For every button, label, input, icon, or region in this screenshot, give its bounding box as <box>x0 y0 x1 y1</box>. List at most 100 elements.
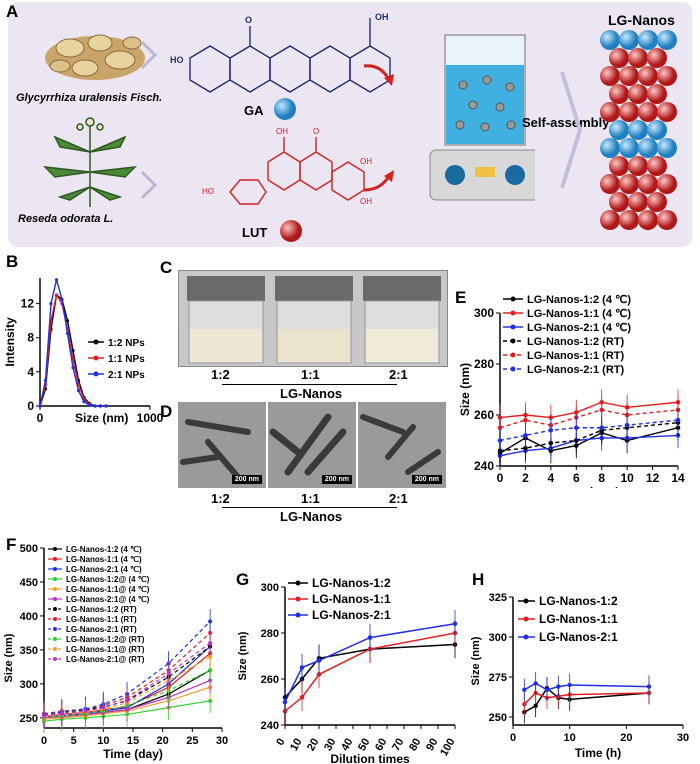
x-tick-label: 0 <box>510 732 516 744</box>
legend-marker <box>295 580 301 586</box>
data-point <box>675 417 681 423</box>
series-line <box>523 682 650 691</box>
lut-particle <box>647 156 667 176</box>
legend-marker <box>53 547 57 551</box>
x-tick-label: 5 <box>71 735 77 747</box>
lut-particle <box>619 174 639 194</box>
x-tick-label: 1000 <box>137 411 164 425</box>
data-point <box>83 709 88 714</box>
data-point <box>54 278 59 282</box>
d-group-line <box>222 507 397 508</box>
data-point <box>497 438 503 443</box>
data-point <box>208 668 213 673</box>
tem-image-1: 200 nm <box>178 402 266 488</box>
legend-marker <box>510 324 516 330</box>
x-tick-label: 30 <box>677 732 689 744</box>
x-tick-label: 20 <box>620 732 632 744</box>
x-tick-label: 20 <box>305 737 322 754</box>
y-tick-label: 0 <box>27 399 34 413</box>
data-point <box>567 682 572 688</box>
scale-bar: 200 nm <box>321 475 352 484</box>
data-point <box>76 389 81 393</box>
legend-marker <box>510 310 516 316</box>
data-point <box>556 684 561 689</box>
x-tick-label: 10 <box>97 735 109 747</box>
x-axis-label: Size (nm) <box>75 411 128 425</box>
lut-particle <box>657 174 677 194</box>
chevron-right-icon <box>140 40 158 70</box>
legend-label: LG-Nanos-1:2@ (4 ℃) <box>66 575 150 584</box>
vial-photo <box>178 270 448 367</box>
legend-marker <box>510 338 516 344</box>
legend-label: LG-Nanos-1:1 (4 ℃) <box>527 308 631 320</box>
tem-image-3: 200 nm <box>358 402 446 488</box>
legend-marker <box>510 366 516 372</box>
chart-f-longterm: 0 5 10 15 20 25 30 250 300 350 400 450 500 Size (nm) T… <box>3 543 228 761</box>
lut-particle <box>600 210 620 230</box>
legend-label: LG-Nanos-2:1 (4 ℃) <box>527 322 631 334</box>
legend-label: LG-Nanos-1:1 (RT) <box>66 615 137 624</box>
data-point <box>523 417 528 423</box>
data-point <box>49 302 53 306</box>
lut-chemical-structure: OH O OH OH HO <box>202 127 372 206</box>
svg-text:O: O <box>245 15 252 25</box>
data-point <box>82 400 86 404</box>
svg-text:OH: OH <box>276 127 288 136</box>
legend-label: LG-Nanos-1:2 (4 ℃) <box>527 294 631 306</box>
x-axis-label: Time（day） <box>550 486 629 488</box>
y-tick-label: 300 <box>489 632 507 644</box>
chart-e-stability: 0 2 4 6 8 10 12 14 240 260 280 300 Size (nm) Time（day… <box>458 294 685 488</box>
x-tick-label: 0 <box>41 735 47 747</box>
x-tick-label: 0 <box>37 411 44 425</box>
lut-particle <box>600 102 620 122</box>
lut-particle <box>638 174 658 194</box>
panel-label-h: H <box>472 570 485 589</box>
lut-particle <box>647 48 667 68</box>
data-point <box>452 621 458 627</box>
legend-marker <box>53 647 57 651</box>
data-point <box>65 331 70 336</box>
lut-particle <box>609 84 629 104</box>
legend-label: 1:1 NPs <box>108 354 145 365</box>
c-ratio-3: 2:1 <box>389 367 408 382</box>
lut-particle <box>628 48 648 68</box>
data-point <box>544 687 550 692</box>
data-point <box>208 619 213 624</box>
data-point <box>98 404 103 408</box>
legend-label: LG-Nanos-1:2 (RT) <box>66 605 137 614</box>
arrow-right-icon <box>363 170 394 192</box>
data-point <box>59 711 64 716</box>
c-group-line <box>222 384 397 385</box>
svg-text:OH: OH <box>375 12 389 22</box>
ga-particle <box>600 30 620 50</box>
data-point <box>54 293 59 297</box>
data-point <box>208 654 213 659</box>
x-tick-label: 2 <box>522 471 529 485</box>
scale-bar: 200 nm <box>231 475 262 484</box>
lg-nanos-title: LG-Nanos <box>608 12 675 28</box>
d-ratio-2: 1:1 <box>301 491 320 506</box>
ga-sphere-icon <box>274 98 296 120</box>
lut-particle <box>609 48 629 68</box>
data-point <box>646 684 652 689</box>
legend-label: LG-Nanos-2:1@ (4 ℃) <box>66 595 150 604</box>
panel-label-b: B <box>6 252 19 271</box>
data-point <box>42 713 46 718</box>
legend-label: LG-Nanos-1:2@ (RT) <box>66 635 145 644</box>
legend-label: LG-Nanos-2:1 (RT) <box>66 625 137 634</box>
lut-particle <box>647 84 667 104</box>
data-point <box>316 672 322 677</box>
ga-particle <box>638 30 658 50</box>
legend-marker <box>53 637 57 641</box>
d-ratio-3: 2:1 <box>389 491 408 506</box>
x-axis-label: Time (h) <box>575 746 621 760</box>
legend-marker <box>510 296 516 302</box>
x-tick-label: 70 <box>390 737 407 754</box>
legend-marker <box>523 616 529 622</box>
data-point <box>101 705 106 710</box>
legend-label: LG-Nanos-1:2 <box>312 576 391 590</box>
y-tick-label: 500 <box>20 543 38 555</box>
data-point <box>316 658 322 663</box>
y-tick-label: 250 <box>489 712 507 724</box>
